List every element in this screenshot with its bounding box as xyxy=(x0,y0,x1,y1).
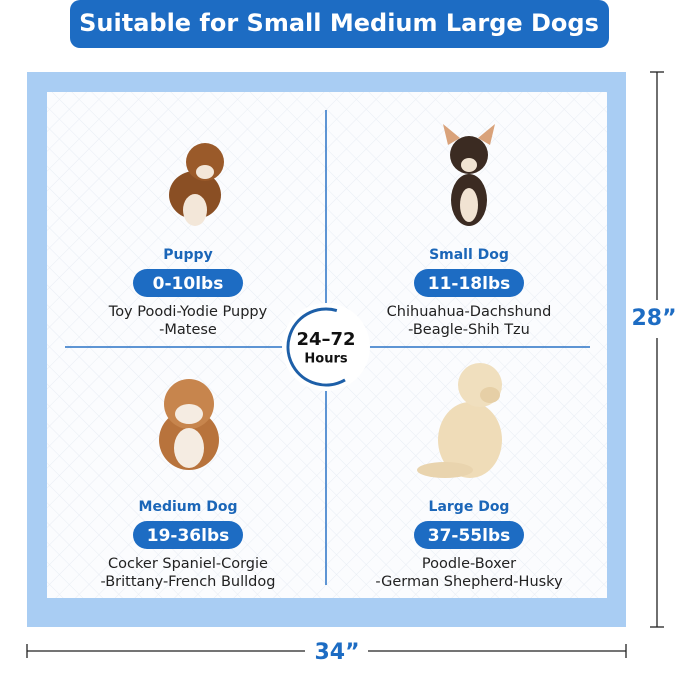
weight: 37-55lbs xyxy=(428,526,511,546)
weight: 11-18lbs xyxy=(428,274,511,294)
weight-badge xyxy=(133,521,243,549)
breeds: -Matese xyxy=(159,322,217,338)
weight-badge xyxy=(414,521,524,549)
breeds: Chihuahua-Dachshund xyxy=(387,304,552,320)
time-unit: Hours xyxy=(304,352,347,367)
weight: 0-10lbs xyxy=(153,274,224,294)
size-label: Puppy xyxy=(163,247,212,263)
height-dimension: 28” xyxy=(631,71,677,628)
breeds: Poodle-Boxer xyxy=(422,556,516,572)
breeds: Toy Poodi-Yodie Puppy xyxy=(108,304,268,320)
time-badge: 24–72 Hours xyxy=(282,303,370,391)
time-range: 24–72 xyxy=(296,329,355,350)
width-dimension: 34” xyxy=(26,640,627,665)
weight-badge xyxy=(133,269,243,297)
breeds: -Beagle-Shih Tzu xyxy=(408,322,530,338)
dog-illustration xyxy=(159,379,219,470)
size-label: Small Dog xyxy=(429,247,509,263)
weight: 19-36lbs xyxy=(147,526,230,546)
title-banner xyxy=(70,0,609,48)
width-label: 34” xyxy=(314,640,359,665)
breeds: Cocker Spaniel-Corgie xyxy=(108,556,268,572)
dog-illustration xyxy=(169,143,224,226)
title: Suitable for Small Medium Large Dogs xyxy=(79,9,599,37)
height-label: 28” xyxy=(631,306,676,331)
breeds: -Brittany-French Bulldog xyxy=(101,574,276,590)
size-label: Large Dog xyxy=(429,499,510,515)
dog-illustration xyxy=(443,124,495,226)
breeds: -German Shepherd-Husky xyxy=(375,574,563,590)
size-label: Medium Dog xyxy=(139,499,238,515)
dog-illustration xyxy=(417,363,502,478)
weight-badge xyxy=(414,269,524,297)
